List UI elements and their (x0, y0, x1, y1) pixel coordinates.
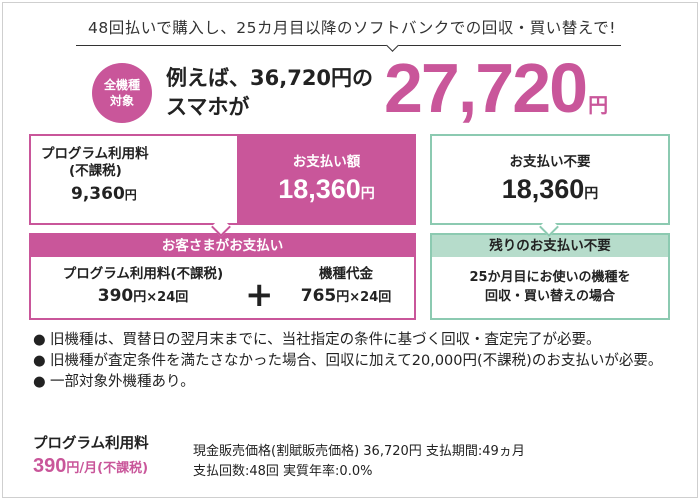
footer-terms: 現金販売価格(割賦販売価格) 36,720円 支払期間:49ヵ月 支払回数:48… (193, 442, 525, 482)
notes-list: ● 旧機種は、買替日の翌月末までに、当社指定の条件に基づく回収・査定完了が必要。 … (33, 330, 683, 393)
footer-program-unit: 円/月(不課税) (66, 461, 149, 476)
note-text: 旧機種が査定条件を満たさなかった場合、回収に加えて20,000円(不課税)のお支… (50, 353, 663, 369)
footer-program-label: プログラム利用料 (33, 436, 149, 452)
no-payment-value: 18,360円 (432, 174, 668, 205)
payment-amount-number: 18,360 (278, 174, 361, 204)
headline: 48回払いで購入し、25カ月目以降のソフトバンクでの回収・買い替えで! (87, 19, 616, 37)
program-fee-value: 9,360円 (41, 182, 226, 207)
hero-price-unit: 円 (588, 93, 609, 117)
note-item: ● 旧機種は、買替日の翌月末までに、当社指定の条件に基づく回収・査定完了が必要。 (33, 330, 683, 351)
device-price-count: 円×24回 (336, 290, 392, 305)
program-fee-installment: プログラム利用料(不課税) 390円×24回 (43, 265, 243, 311)
no-payment-box: お支払い不要 18,360円 (430, 134, 670, 225)
program-fee-tax-note: (不課税) (69, 163, 122, 179)
program-fee-label: プログラム利用料 (41, 146, 149, 162)
footer-program-amount: 390 (33, 455, 67, 477)
hero-lead: 例えば、36,720円の スマホが (166, 64, 373, 122)
payment-amount-unit: 円 (360, 185, 375, 201)
program-fee-installment-label: プログラム利用料(不課税) (62, 266, 224, 282)
note-text: 一部対象外機種あり。 (50, 374, 195, 390)
footer-program-fee: プログラム利用料 390円/月(不課税) (33, 432, 149, 478)
program-fee-unit: 円 (124, 188, 137, 202)
no-payment-amount: 18,360 (501, 174, 585, 204)
plus-sign: + (245, 275, 274, 315)
payment-amount-value: 18,360円 (237, 174, 416, 205)
badge-line2: 対象 (109, 94, 134, 108)
program-fee-installment-value: 390円×24回 (43, 283, 243, 311)
remaining-header: 残りのお支払い不要 (432, 235, 668, 257)
remaining-line2: 回収・買い替えの場合 (484, 289, 615, 304)
customer-payment-box: お客さまがお支払い プログラム利用料(不課税) 390円×24回 + 機種代金 … (29, 233, 416, 320)
footer-program-price: 390円/月(不課税) (33, 455, 149, 478)
hero-price: 27,720 円 (384, 48, 608, 128)
device-price-value: 765円×24回 (281, 283, 411, 311)
customer-payment-header: お客さまがお支払い (31, 235, 414, 257)
hero-line1: 例えば、36,720円の (166, 66, 374, 90)
note-bullet: ● (33, 353, 46, 369)
headline-underline (76, 45, 621, 46)
hero-line2: スマホが (166, 95, 250, 119)
payment-box: プログラム利用料 (不課税) 9,360円 お支払い額 18,360円 (29, 134, 416, 225)
program-fee-installment-count: 円×24回 (133, 290, 189, 305)
footer-terms-line1: 現金販売価格(割賦販売価格) 36,720円 支払期間:49ヵ月 (193, 444, 525, 459)
remaining-box: 残りのお支払い不要 25か月目にお使いの機種を 回収・買い替えの場合 (430, 233, 670, 320)
remaining-line1: 25か月目にお使いの機種を (469, 270, 631, 285)
payment-amount-label: お支払い額 (292, 154, 361, 170)
footer-terms-line2: 支払回数:48回 実質年率:0.0% (193, 464, 373, 479)
device-price-label: 機種代金 (319, 266, 373, 282)
note-item: ● 一部対象外機種あり。 (33, 372, 683, 393)
program-fee-installment-amount: 390 (97, 286, 134, 306)
payment-amount-block: お支払い額 18,360円 (237, 136, 416, 223)
note-bullet: ● (33, 374, 46, 390)
hero-price-value: 27,720 (384, 49, 588, 127)
device-price-installment: 機種代金 765円×24回 (281, 265, 411, 311)
note-bullet: ● (33, 332, 46, 348)
program-fee-amount: 9,360 (71, 184, 125, 204)
remaining-condition: 25か月目にお使いの機種を 回収・買い替えの場合 (432, 268, 668, 306)
program-fee-block: プログラム利用料 (不課税) 9,360円 (41, 146, 226, 207)
badge-line1: 全機種 (103, 78, 140, 92)
note-text: 旧機種は、買替日の翌月末までに、当社指定の条件に基づく回収・査定完了が必要。 (50, 332, 601, 348)
no-payment-unit: 円 (584, 185, 599, 201)
note-item: ● 旧機種が査定条件を満たさなかった場合、回収に加えて20,000円(不課税)のお… (33, 351, 683, 372)
no-payment-label: お支払い不要 (509, 154, 591, 170)
device-price-amount: 765 (300, 286, 337, 306)
all-models-badge: 全機種 対象 (92, 63, 152, 123)
payment-amount-panel (237, 136, 416, 223)
